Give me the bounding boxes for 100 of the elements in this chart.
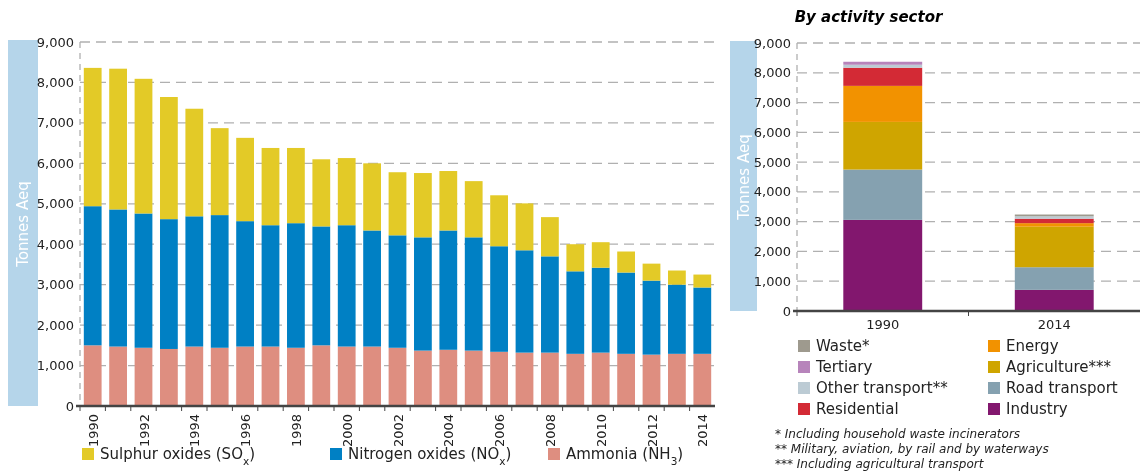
bar [693, 353, 712, 406]
bar [160, 219, 178, 349]
bar [541, 217, 559, 257]
bar [515, 352, 534, 406]
y-tick-label: 5,000 [36, 196, 74, 212]
bar [566, 271, 585, 354]
bar [843, 169, 923, 220]
x-tick-label: 1990 [866, 317, 900, 332]
bar [515, 250, 534, 353]
bar [1014, 289, 1094, 311]
bar [83, 67, 102, 207]
bar [312, 159, 331, 227]
bar [1014, 267, 1094, 290]
bar [312, 226, 331, 346]
bar [363, 346, 381, 406]
bar [109, 346, 127, 406]
bar [185, 346, 204, 406]
bar [490, 195, 508, 247]
x-tick-label: 2004 [441, 414, 457, 448]
bar [337, 158, 356, 226]
bar [83, 206, 102, 346]
x-tick-label: 2014 [695, 414, 711, 448]
x-tick-label: 1994 [187, 414, 203, 448]
x-tick-label: 2010 [593, 414, 609, 448]
y-tick-label: 8,000 [753, 65, 791, 81]
legend-label: Sulphur oxides (SO$_{x}$) [100, 445, 256, 468]
y-tick-label: 4,000 [753, 184, 791, 200]
bar [236, 346, 254, 406]
legend-label: Nitrogen oxides (NO$_{x}$) [348, 445, 512, 468]
bar [134, 213, 153, 348]
bar [668, 353, 686, 406]
y-tick-label: 0 [782, 303, 791, 319]
y-tick-label: 7,000 [36, 115, 74, 131]
y-tick-label: 6,000 [36, 155, 74, 171]
legend-label: Residential [816, 400, 899, 419]
bar [83, 345, 102, 406]
bar [185, 216, 204, 347]
bar [109, 209, 127, 347]
y-tick-label: 0 [65, 398, 74, 414]
text: ** Military, aviation, by rail and by waterways [775, 442, 1049, 456]
y-tick-label: 7,000 [753, 95, 791, 111]
bar [287, 147, 305, 224]
bar [591, 267, 610, 353]
bar [312, 345, 331, 406]
bar [261, 225, 280, 347]
x-tick-label: 2006 [492, 414, 508, 448]
bar [160, 348, 178, 406]
bar [363, 163, 381, 231]
bar [439, 349, 458, 406]
bar [160, 97, 178, 220]
y-tick-label: 5,000 [753, 154, 791, 170]
bar [414, 350, 432, 406]
bar [843, 121, 923, 170]
bar [642, 263, 661, 281]
text: * Including household waste incinerators [775, 427, 1021, 441]
bar [109, 68, 127, 210]
bar [134, 78, 153, 214]
y-tick-label: 9,000 [36, 34, 74, 50]
bar [541, 256, 559, 353]
bar [388, 235, 407, 348]
bar [414, 237, 432, 351]
bar [617, 353, 635, 406]
bar [843, 85, 923, 122]
legend-label: Energy [1006, 337, 1059, 356]
bar [843, 67, 923, 86]
text: *** Including agricultural transport [775, 457, 985, 471]
bar [541, 352, 559, 406]
bar [490, 351, 508, 406]
bar [388, 347, 407, 406]
bar [693, 287, 712, 354]
bar [642, 280, 661, 355]
x-tick-label: 1998 [288, 414, 304, 448]
bar [414, 173, 432, 238]
bar [236, 137, 254, 222]
bar [210, 128, 229, 216]
legend-label: Industry [1006, 400, 1068, 419]
y-axis-title: Tonnes Aeq [14, 181, 32, 268]
bar [439, 230, 458, 350]
legend-label: Agriculture*** [1006, 358, 1112, 377]
x-tick-label: 2002 [390, 414, 406, 448]
y-tick-label: 3,000 [36, 277, 74, 293]
bar [210, 347, 229, 406]
bar [261, 346, 280, 406]
bar [566, 353, 585, 406]
y-tick-label: 8,000 [36, 74, 74, 90]
x-tick-label: 1996 [238, 414, 254, 448]
y-tick-label: 2,000 [36, 317, 74, 333]
bar [337, 346, 356, 406]
bar [566, 244, 585, 272]
bar [464, 237, 483, 351]
bar [185, 108, 204, 217]
bar [693, 274, 712, 288]
bar [668, 284, 686, 354]
bar [617, 251, 635, 273]
chart-title: By activity sector [794, 8, 944, 26]
y-tick-label: 1,000 [753, 273, 791, 289]
bar [287, 347, 305, 406]
y-tick-label: 4,000 [36, 236, 74, 252]
bar [363, 230, 381, 347]
x-tick-label: 2008 [542, 414, 558, 448]
